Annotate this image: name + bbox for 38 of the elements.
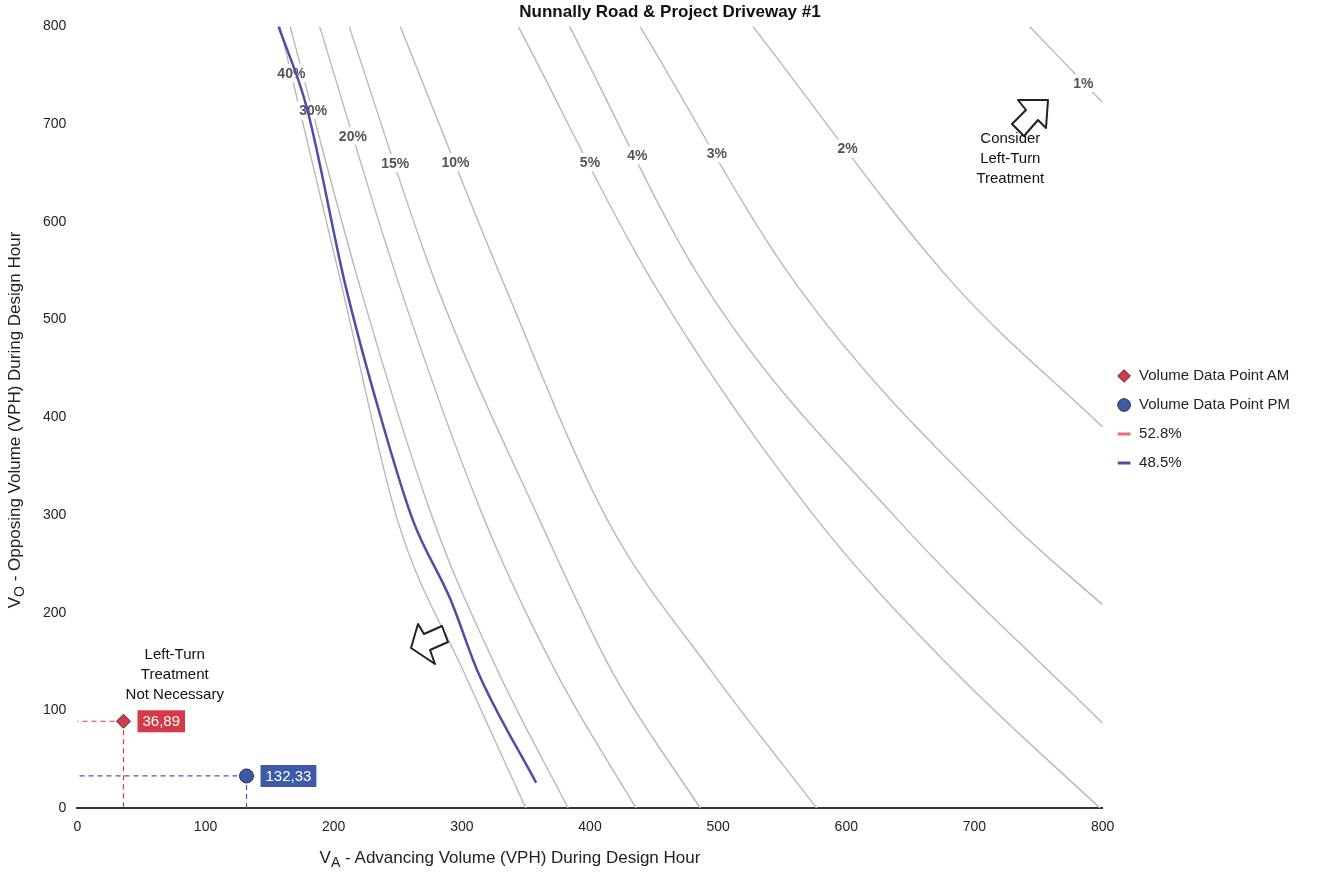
x-tick-label: 200 <box>321 818 346 835</box>
annotation: 132,33 <box>265 767 312 785</box>
x-tick-label: 400 <box>578 818 602 835</box>
x-tick-label: 300 <box>450 818 474 835</box>
y-tick-label: 200 <box>43 603 67 620</box>
y-tick-label: 700 <box>43 114 67 131</box>
x-tick-label: 0 <box>73 818 82 835</box>
y-tick-label: 800 <box>43 17 67 34</box>
y-tick-label: 600 <box>43 212 67 229</box>
legend-label: Volume Data Point AM <box>1139 366 1290 384</box>
x-tick-label: 100 <box>193 818 218 835</box>
annotation: Consider Left-Turn Treatment <box>976 129 1046 187</box>
legend-label: 52.8% <box>1139 424 1182 442</box>
x-tick-label: 500 <box>706 818 731 835</box>
y-tick-label: 100 <box>43 701 67 718</box>
x-tick-label: 700 <box>962 818 987 835</box>
legend-label: Volume Data Point PM <box>1139 395 1291 413</box>
annotation: 36,89 <box>142 712 181 730</box>
y-tick-label: 300 <box>43 505 67 522</box>
y-tick-label: 0 <box>58 799 67 816</box>
annotation: 1% <box>1073 74 1095 91</box>
annotation: 3% <box>706 145 728 162</box>
annotation: 10% <box>441 154 470 171</box>
annotation: Left-Turn Treatment Not Necessary <box>125 645 225 703</box>
line-series <box>568 26 1103 724</box>
annotation: 20% <box>338 127 368 144</box>
annotation: 2% <box>837 140 859 157</box>
annotation: 5% <box>579 154 601 171</box>
x-axis-title: V$_{A}$ - Advancing Volume (VPH) During Design Hour <box>318 848 702 871</box>
annotation: 15% <box>381 155 410 172</box>
line-series <box>517 26 1101 809</box>
y-tick-label: 400 <box>43 408 67 425</box>
chart-title: Nunnally Road & Project Driveway #1 <box>519 1 821 21</box>
legend-label: 48.5% <box>1139 453 1182 471</box>
y-tick-label: 500 <box>43 310 67 327</box>
annotation: 4% <box>627 147 649 164</box>
x-tick-label: 600 <box>834 818 859 835</box>
x-tick-label: 800 <box>1090 818 1115 835</box>
